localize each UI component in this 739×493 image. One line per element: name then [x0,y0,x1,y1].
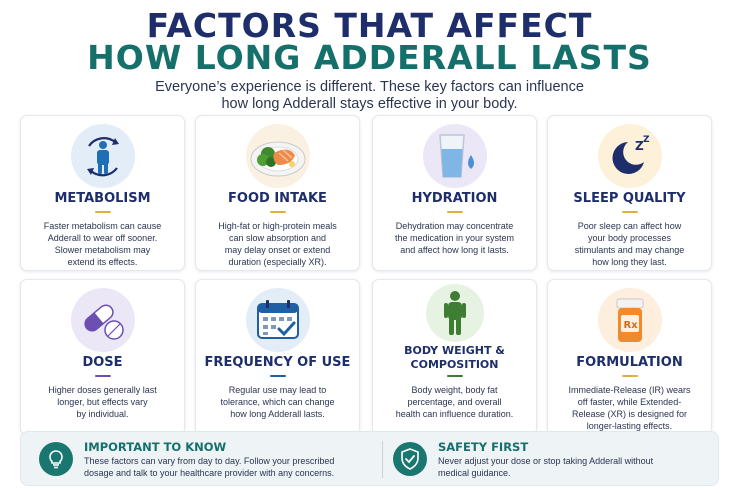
card-description: Immediate-Release (IR) wears off faster,… [558,384,701,432]
card-text-line: how long they last. [592,257,667,267]
card-text-line: High-fat or high-protein meals [218,221,337,231]
card-text-line: longer, but effects vary [57,397,148,407]
card-text-line: health can influence duration. [395,409,514,419]
card-description: Dehydration may concentrate the medicati… [383,220,526,256]
card-text-line: how long Adderall lasts. [230,409,325,419]
lightbulb-icon [39,442,73,476]
card-description: High-fat or high-protein meals can slow … [206,220,349,268]
banner-divider [382,441,383,478]
title-underline [621,211,638,213]
card-title: FOOD INTAKE [228,191,327,206]
factor-card-metabolism: METABOLISM Faster metabolism can cause A… [20,115,185,271]
card-text-line: Dehydration may concentrate [395,221,514,231]
card-title: HYDRATION [411,191,498,206]
title-underline [94,375,111,377]
subtitle-line-1: Everyone’s experience is different. Thes… [155,79,584,95]
card-title: SLEEP QUALITY [573,191,686,206]
card-description: Faster metabolism can cause Adderall to … [31,220,174,268]
card-text-line: duration (especially XR). [228,257,327,267]
card-text-line: may delay onset or extend [224,245,331,255]
card-description: Regular use may lead to tolerance, which… [206,384,349,420]
water-glass-icon [422,124,487,188]
factor-card-hydration: HYDRATION Dehydration may concentrate th… [372,115,537,271]
pill-bottle-icon: Rx [597,288,662,352]
body-figure-icon [425,284,484,342]
card-title-line: BODY WEIGHT & [404,344,505,357]
card-text-line: Poor sleep can affect how [577,221,682,231]
factor-card-frequency-of-use: FREQUENCY OF USE Regular use may lead to… [195,279,360,435]
svg-text:Z: Z [635,139,644,153]
card-title-line: COMPOSITION [410,358,499,371]
factor-card-food-intake: FOOD INTAKE High-fat or high-protein mea… [195,115,360,271]
card-title: FORMULATION [576,355,683,370]
moon-sleep-icon: Z Z [597,124,662,188]
card-text-line: extend its effects. [67,257,138,267]
factor-card-dose: DOSE Higher doses generally last longer,… [20,279,185,435]
card-text-line: Release (XR) is designed for [571,409,688,419]
food-plate-icon [245,124,310,188]
title-line-2: HOW LONG ADDERALL LASTS [87,38,652,77]
title-underline [446,375,463,377]
safety-title: SAFETY FIRST [438,440,529,454]
factor-card-sleep-quality: Z Z SLEEP QUALITY Poor sleep can affect … [547,115,712,271]
card-title: BODY WEIGHT & COMPOSITION [377,344,532,372]
card-text-line: percentage, and overall [407,397,502,407]
important-text: These factors can vary from day to day. … [84,455,334,479]
card-title: METABOLISM [54,191,151,206]
card-text-line: off faster, while Extended- [577,397,682,407]
card-text-line: Faster metabolism can cause [43,221,162,231]
card-text-line: longer-lasting effects. [586,421,673,431]
card-text-line: and affect how long it lasts. [400,245,509,255]
pill-capsule-icon [70,288,135,352]
svg-text:Rx: Rx [623,320,638,331]
safety-text-line: medical guidance. [438,468,511,478]
card-text-line: Body weight, body fat [411,385,498,395]
card-text-line: your body processes [587,233,672,243]
safety-text-line: Never adjust your dose or stop taking Ad… [438,456,654,466]
title-underline [94,211,111,213]
card-title: FREQUENCY OF USE [204,355,351,370]
shield-check-icon [393,442,427,476]
svg-text:Z: Z [643,135,650,145]
subtitle-line-2: how long Adderall stays effective in you… [221,96,518,112]
important-title: IMPORTANT TO KNOW [84,440,227,454]
important-text-line: These factors can vary from day to day. … [84,456,335,466]
title-underline [269,375,286,377]
safety-text: Never adjust your dose or stop taking Ad… [438,455,653,479]
card-text-line: Slower metabolism may [54,245,151,255]
card-description: Poor sleep can affect how your body proc… [558,220,701,268]
card-description: Higher doses generally last longer, but … [31,384,174,420]
card-text-line: can slow absorption and [228,233,327,243]
card-text-line: stimulants and may change [574,245,685,255]
card-text-line: the medication in your system [394,233,515,243]
info-banner: IMPORTANT TO KNOW These factors can vary… [20,431,719,486]
calendar-check-icon [245,288,310,352]
card-title: DOSE [82,355,123,370]
title-underline [621,375,638,377]
factor-card-formulation: Rx FORMULATION Immediate-Release (IR) we… [547,279,712,435]
card-text-line: Regular use may lead to [228,385,327,395]
factor-card-body-weight: BODY WEIGHT & COMPOSITION Body weight, b… [372,279,537,435]
card-text-line: Adderall to wear off sooner. [47,233,158,243]
card-text-line: by individual. [76,409,129,419]
card-description: Body weight, body fat percentage, and ov… [383,384,526,420]
card-text-line: tolerance, which can change [220,397,335,407]
important-text-line: dosage and talk to your healthcare provi… [84,468,335,478]
title-underline [446,211,463,213]
person-cycle-icon [70,124,135,188]
card-text-line: Higher doses generally last [48,385,157,395]
title-line-1: FACTORS THAT AFFECT [146,6,593,45]
title-underline [269,211,286,213]
card-text-line: Immediate-Release (IR) wears [568,385,691,395]
subtitle: Everyone’s experience is different. Thes… [110,79,629,113]
